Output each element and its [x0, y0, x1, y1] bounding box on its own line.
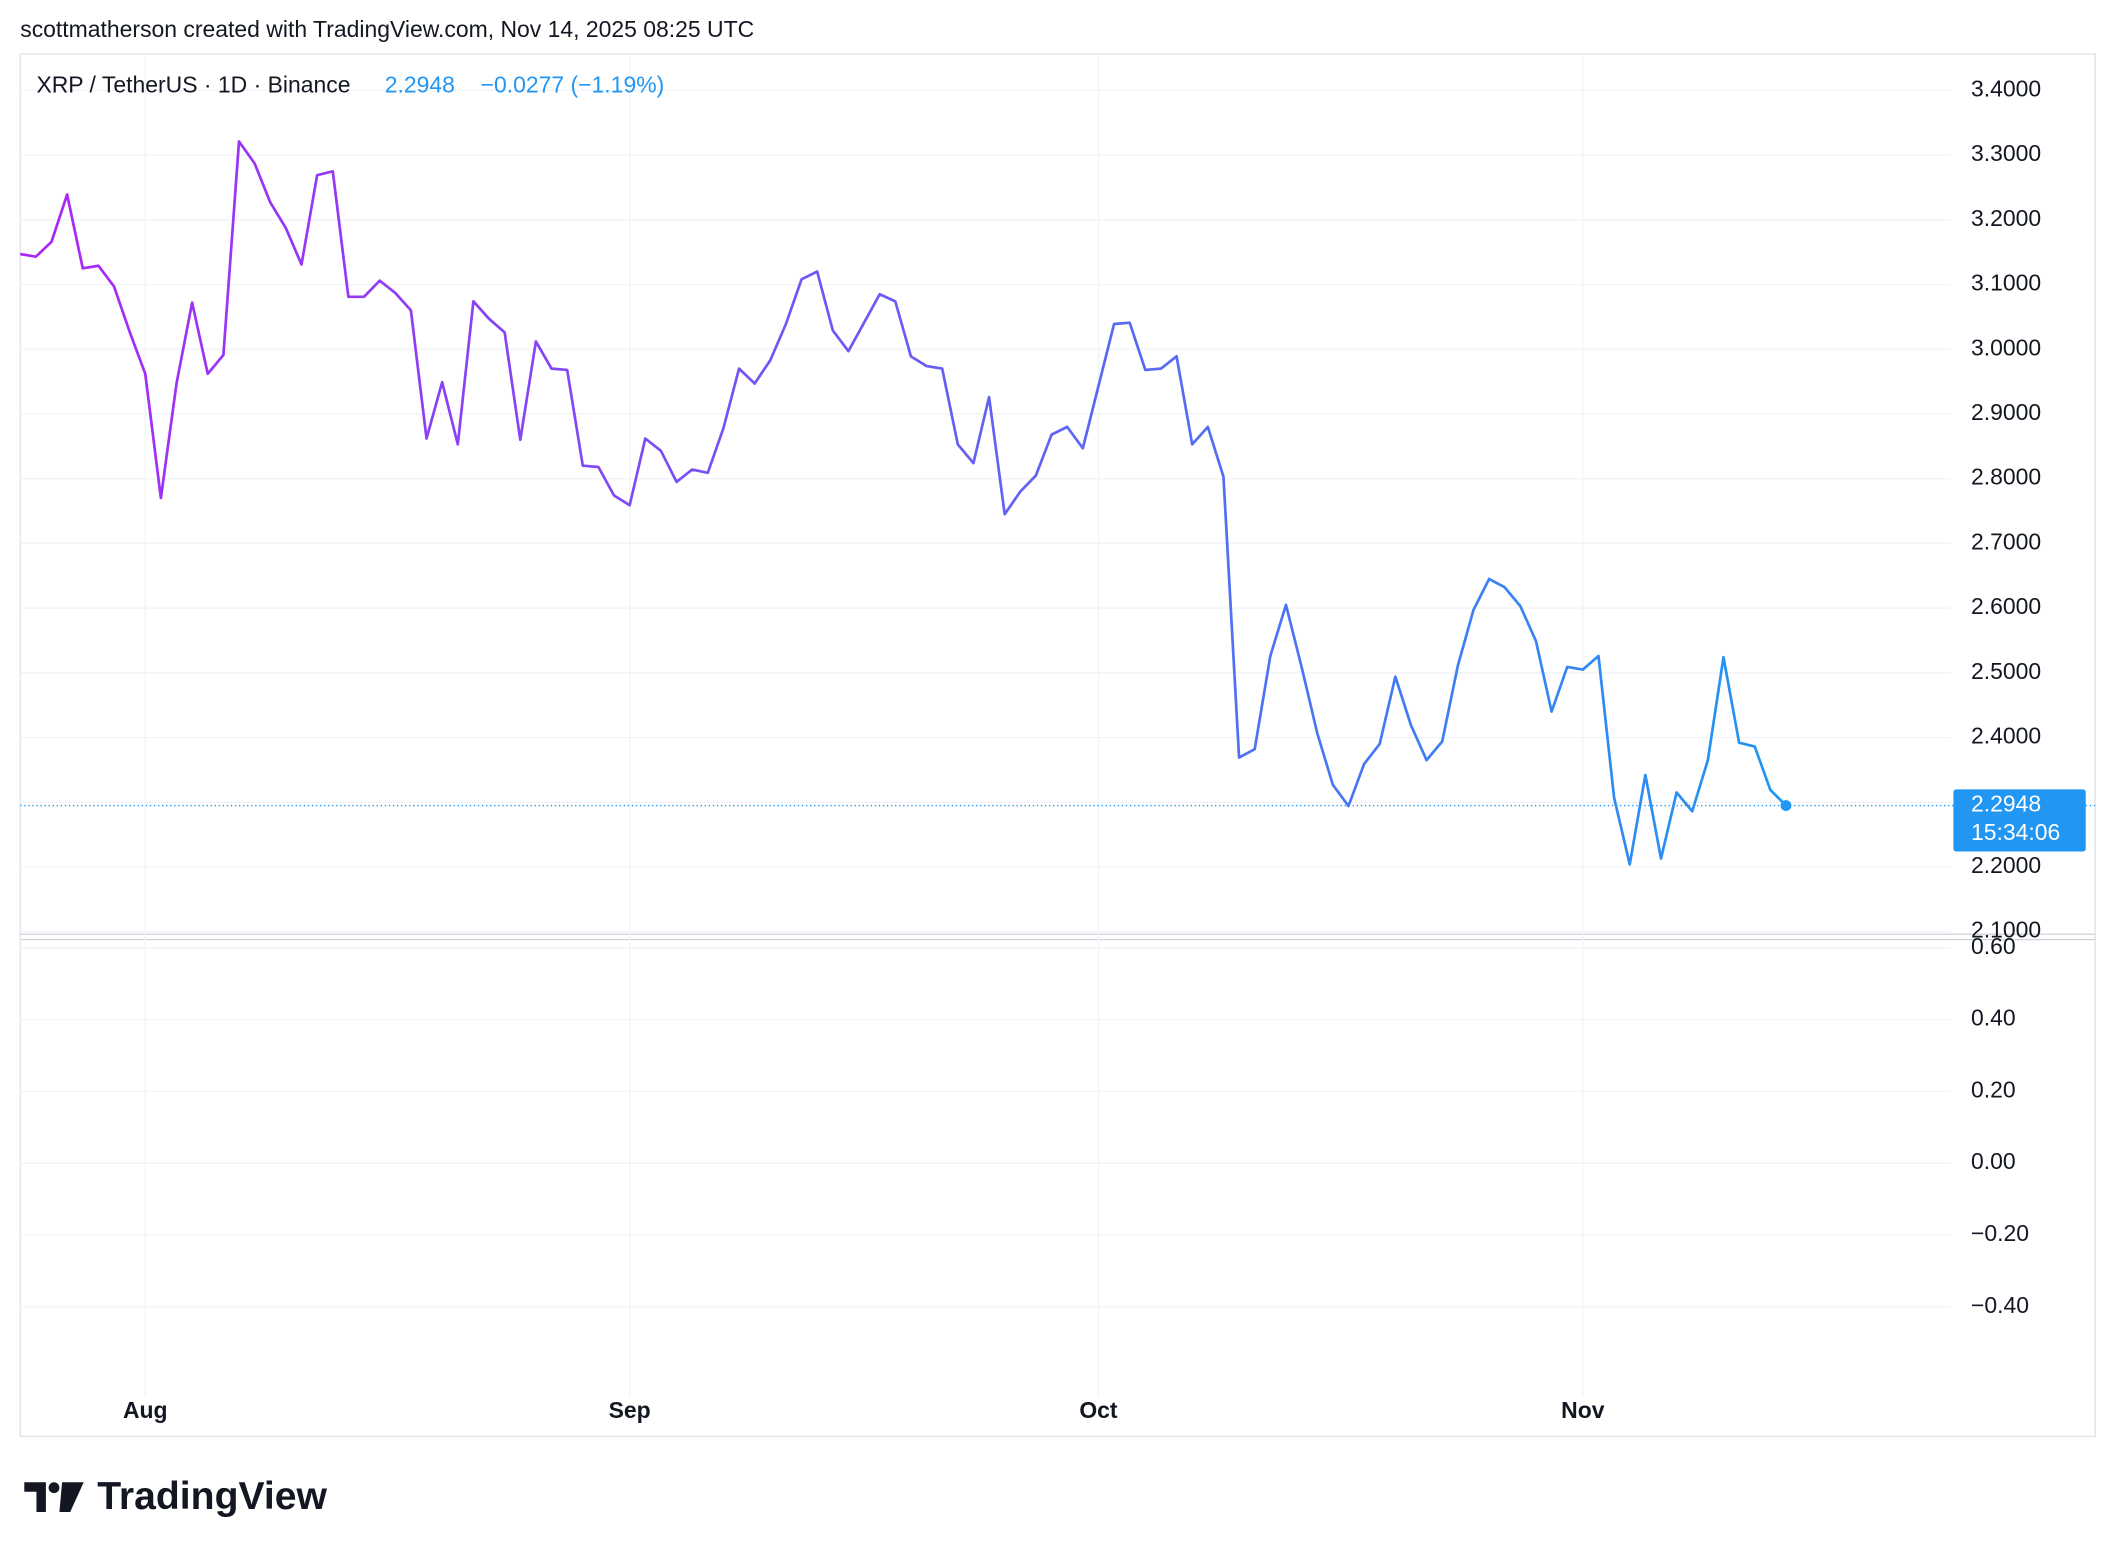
last-price-dot — [1780, 800, 1792, 811]
price-label-box — [1953, 789, 2086, 852]
chart-frame — [19, 53, 2096, 1438]
legend-title: XRP / TetherUS · 1D · Binance — [36, 71, 350, 97]
countdown: 15:34:06 — [1971, 819, 2060, 845]
y-tick-label: 3.2000 — [1971, 205, 2041, 231]
y-tick-label: 2.6000 — [1971, 593, 2041, 619]
x-tick-label: Aug — [123, 1397, 168, 1423]
y-tick-label: −0.40 — [1971, 1292, 2029, 1318]
y-tick-label: 3.0000 — [1971, 334, 2041, 360]
logo-icon — [59, 1482, 84, 1513]
y-tick-label: 3.4000 — [1971, 75, 2041, 101]
plot — [20, 140, 2096, 866]
y-tick-label: 2.8000 — [1971, 464, 2041, 490]
y-tick-label: 2.7000 — [1971, 528, 2041, 554]
grid — [20, 54, 1951, 1398]
y-tick-label: 3.3000 — [1971, 140, 2041, 166]
price-label: 2.2948 — [1971, 791, 2041, 817]
price-line — [20, 140, 1787, 866]
x-tick-label: Sep — [609, 1397, 651, 1423]
x-tick-label: Oct — [1079, 1397, 1118, 1423]
y-tick-label: 0.40 — [1971, 1005, 2016, 1031]
y-tick-label: 2.4000 — [1971, 723, 2041, 749]
legend-change: −0.0277 (−1.19%) — [481, 71, 665, 97]
y-tick-label: 2.1000 — [1971, 917, 2041, 943]
y-tick-label: 0.60 — [1971, 933, 2016, 959]
legend-price: 2.2948 — [385, 71, 455, 97]
logo: TradingView — [24, 1475, 328, 1518]
y-tick-label: 2.2000 — [1971, 852, 2041, 878]
y-tick-label: 0.00 — [1971, 1148, 2016, 1174]
logo-icon — [24, 1482, 46, 1513]
logo-icon — [48, 1482, 60, 1494]
y-tick-label: −0.20 — [1971, 1220, 2029, 1246]
labels: AugSepOctNov2.10002.20002.30002.40002.50… — [123, 75, 2086, 1423]
y-tick-label: 2.5000 — [1971, 658, 2041, 684]
y-tick-label: 0.20 — [1971, 1076, 2016, 1102]
x-tick-label: Nov — [1561, 1397, 1605, 1423]
y-tick-label: 3.1000 — [1971, 270, 2041, 296]
header: scottmatherson created with TradingView.… — [20, 16, 754, 42]
y-tick-label: 2.9000 — [1971, 399, 2041, 425]
logo-text: TradingView — [97, 1475, 327, 1518]
